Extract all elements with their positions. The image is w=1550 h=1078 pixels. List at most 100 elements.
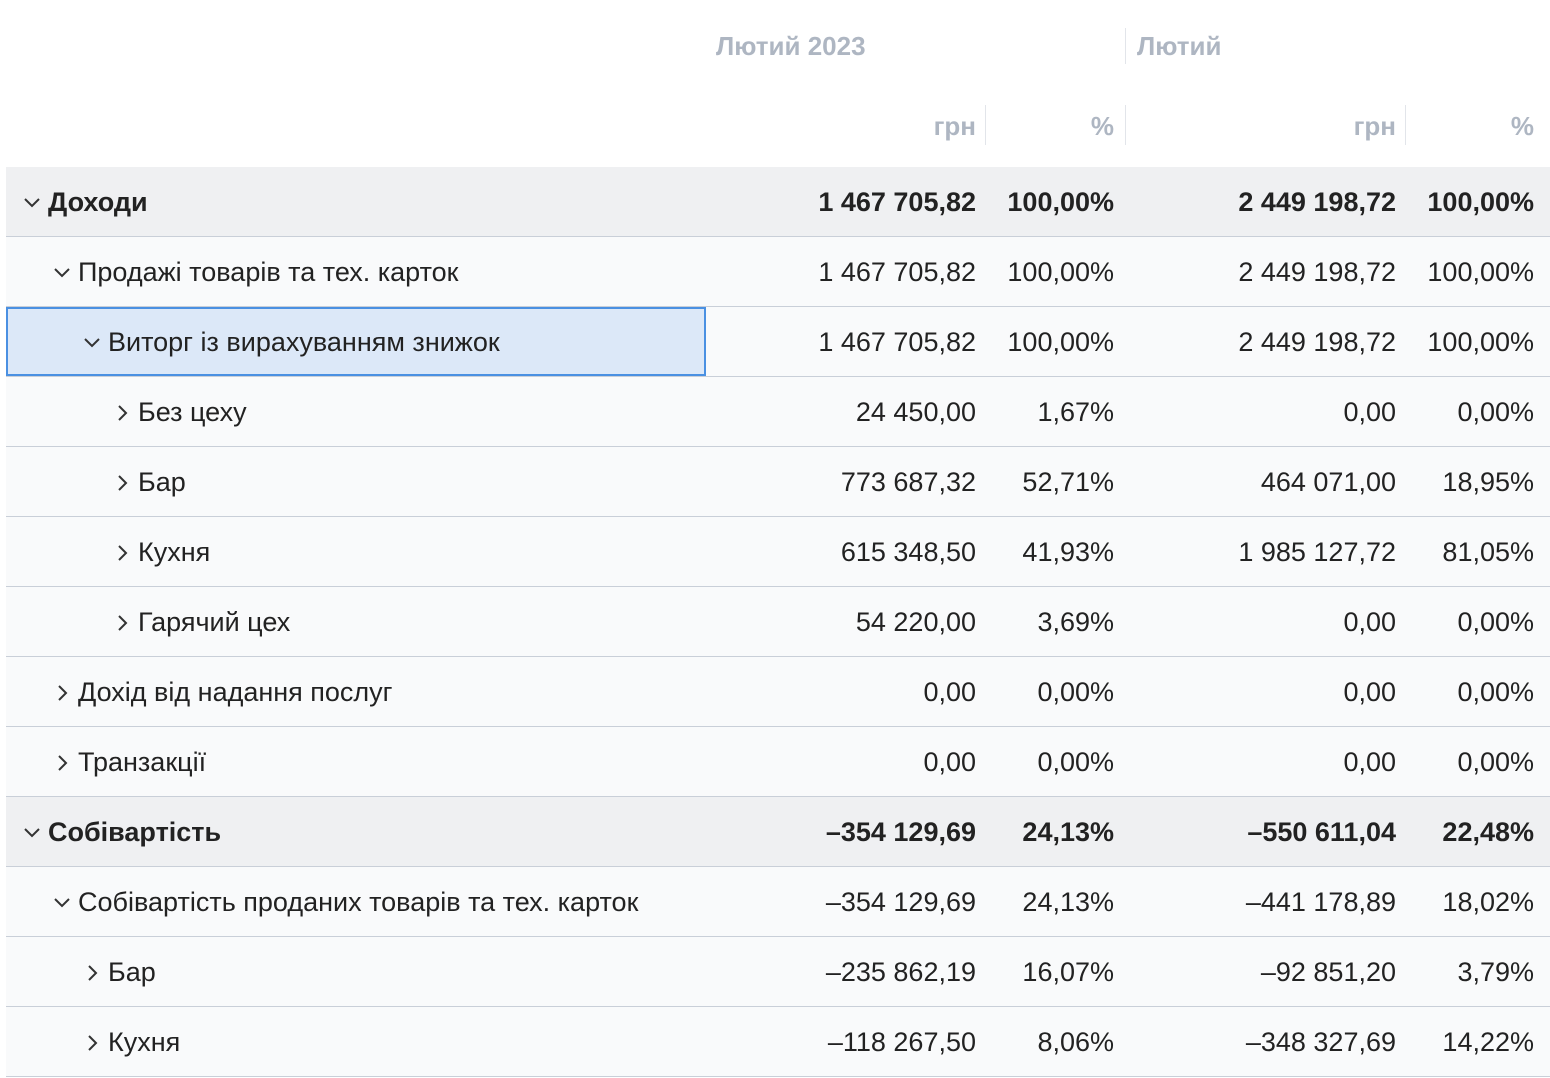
row-label: Гарячий цех — [138, 607, 291, 637]
cell-value: –348 327,69 — [1245, 1027, 1396, 1057]
expand-toggle[interactable] — [112, 404, 132, 422]
separator — [1125, 28, 1126, 64]
cell-value: 100,00% — [1007, 257, 1114, 287]
cell-value: 0,00 — [1343, 677, 1396, 707]
row-label: Бар — [108, 957, 156, 987]
table-row[interactable]: Собівартість –354 129,69 24,13% –550 611,04… — [6, 797, 1550, 867]
cell-value: 18,95% — [1442, 467, 1534, 497]
chevron — [54, 898, 70, 908]
row-label: Собівартість — [48, 817, 222, 847]
cell-value: 1 985 127,72 — [1238, 537, 1396, 567]
row-label: Виторг із вирахуванням знижок — [108, 327, 500, 357]
collapse-toggle[interactable] — [82, 334, 102, 352]
collapse-toggle[interactable] — [22, 194, 42, 212]
row-label: Собівартість проданих товарів та тех. ка… — [78, 887, 639, 917]
cell-value: 0,00 — [1343, 607, 1396, 637]
unit-header: грн — [1353, 111, 1396, 141]
row-label: Дохід від надання послуг — [78, 677, 393, 707]
chevron — [118, 405, 128, 421]
row-label: Без цеху — [138, 397, 247, 427]
cell-value: 24 450,00 — [855, 397, 976, 427]
cell-value: 8,06% — [1037, 1027, 1114, 1057]
separator — [1405, 105, 1406, 145]
cell-value: 3,79% — [1457, 957, 1534, 987]
chevron — [58, 755, 68, 771]
expand-toggle[interactable] — [82, 1034, 102, 1052]
cell-value: 0,00 — [1343, 747, 1396, 777]
collapse-toggle[interactable] — [22, 824, 42, 842]
table-row[interactable]: Гарячий цех 54 220,00 3,69% 0,00 0,00% — [6, 587, 1550, 657]
cell-value: 1,67% — [1037, 397, 1114, 427]
expand-toggle[interactable] — [112, 544, 132, 562]
cell-value: 0,00 — [923, 677, 976, 707]
chevron — [118, 615, 128, 631]
group-header: Лютий 2023 — [716, 31, 866, 61]
chevron — [88, 965, 98, 981]
chevron — [24, 828, 40, 838]
expand-toggle[interactable] — [82, 964, 102, 982]
expand-toggle[interactable] — [112, 614, 132, 632]
cell-value: 52,71% — [1022, 467, 1114, 497]
table-row[interactable]: Виторг із вирахуванням знижок 1 467 705,8… — [6, 307, 1550, 377]
chevron — [54, 268, 70, 278]
chevron — [58, 685, 68, 701]
cell-value: 24,13% — [1022, 887, 1114, 917]
unit-header: % — [1510, 111, 1534, 141]
row-label: Транзакції — [78, 747, 207, 777]
cell-value: –550 611,04 — [1247, 817, 1396, 847]
table-row[interactable]: Без цеху 24 450,00 1,67% 0,00 0,00% — [6, 377, 1550, 447]
cell-value: 0,00% — [1457, 747, 1534, 777]
separator — [1125, 105, 1126, 145]
table-row[interactable]: Бар –235 862,19 16,07% –92 851,20 3,79% — [6, 937, 1550, 1007]
selected-cell — [6, 307, 706, 376]
cell-value: –235 862,19 — [825, 957, 976, 987]
chevron — [84, 338, 100, 348]
cell-value: 615 348,50 — [840, 537, 976, 567]
table-row[interactable]: Доходи 1 467 705,82 100,00% 2 449 198,72 100… — [6, 167, 1550, 237]
cell-value: 100,00% — [1007, 187, 1114, 217]
cell-value: 773 687,32 — [840, 467, 976, 497]
cell-value: 14,22% — [1442, 1027, 1534, 1057]
expand-toggle[interactable] — [52, 684, 72, 702]
cell-value: 0,00 — [1343, 397, 1396, 427]
cell-value: 0,00% — [1457, 607, 1534, 637]
row-label: Продажі товарів та тех. карток — [78, 257, 459, 287]
expand-toggle[interactable] — [112, 474, 132, 492]
unit-header: % — [1090, 111, 1114, 141]
chevron — [88, 1035, 98, 1051]
cell-value: –354 129,69 — [825, 817, 976, 847]
cell-value: 1 467 705,82 — [818, 327, 976, 357]
cell-value: 24,13% — [1022, 817, 1114, 847]
cell-value: 3,69% — [1037, 607, 1114, 637]
table-row[interactable]: Кухня 615 348,50 41,93% 1 985 127,72 81,05% — [6, 517, 1550, 587]
chevron — [118, 545, 128, 561]
cell-value: 22,48% — [1442, 817, 1534, 847]
cell-value: 41,93% — [1022, 537, 1114, 567]
collapse-toggle[interactable] — [52, 894, 72, 912]
chevron — [118, 475, 128, 491]
cell-value: 464 071,00 — [1260, 467, 1396, 497]
cell-value: 81,05% — [1442, 537, 1534, 567]
table-row[interactable]: Кухня –118 267,50 8,06% –348 327,69 14,22% — [6, 1007, 1550, 1077]
cell-value: 0,00% — [1037, 677, 1114, 707]
row-label: Доходи — [48, 187, 148, 217]
table-row[interactable]: Собівартість проданих товарів та тех. ка… — [6, 867, 1550, 937]
cell-value: 2 449 198,72 — [1238, 187, 1396, 217]
cell-value: 100,00% — [1007, 327, 1114, 357]
cell-value: 54 220,00 — [855, 607, 976, 637]
cell-value: 16,07% — [1022, 957, 1114, 987]
expand-toggle[interactable] — [52, 754, 72, 772]
cell-value: 18,02% — [1442, 887, 1534, 917]
table-row[interactable]: Бар 773 687,32 52,71% 464 071,00 18,95% — [6, 447, 1550, 517]
cell-value: 0,00 — [923, 747, 976, 777]
separator — [985, 105, 986, 145]
collapse-toggle[interactable] — [52, 264, 72, 282]
group-header: Лютий — [1137, 31, 1222, 61]
cell-value: –92 851,20 — [1260, 957, 1396, 987]
table-row[interactable]: Дохід від надання послуг 0,00 0,00% 0,00 0,0… — [6, 657, 1550, 727]
table-row[interactable]: Транзакції 0,00 0,00% 0,00 0,00% — [6, 727, 1550, 797]
cell-value: 1 467 705,82 — [818, 257, 976, 287]
cell-value: 100,00% — [1427, 327, 1534, 357]
table-row[interactable]: Продажі товарів та тех. карток 1 467 705,… — [6, 237, 1550, 307]
